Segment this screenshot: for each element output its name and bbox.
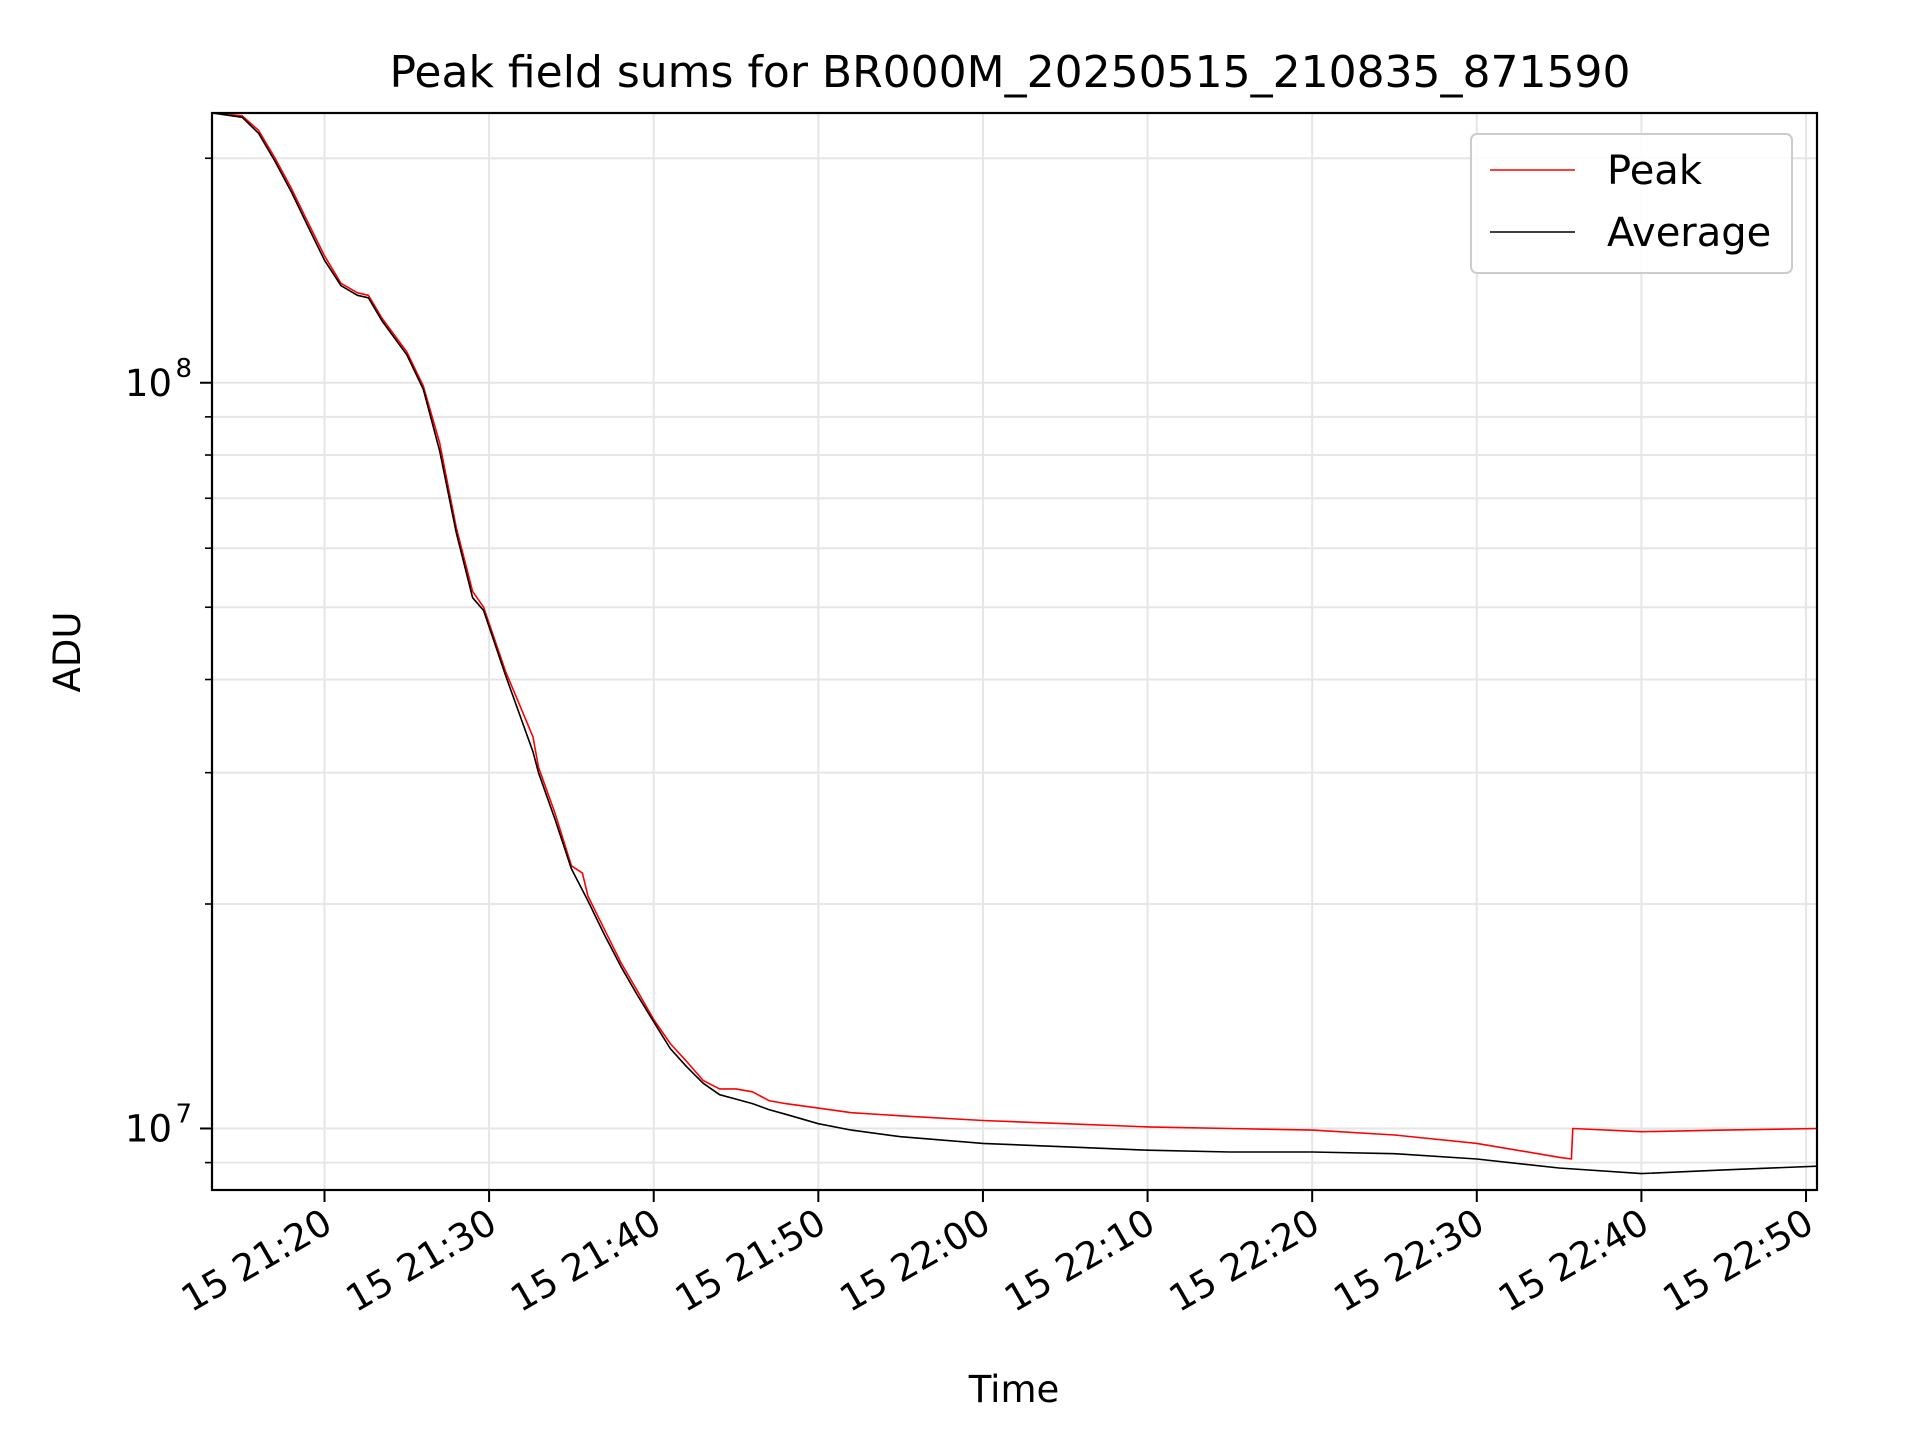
legend: Peak Average: [1470, 133, 1793, 274]
y-tick-label: 10: [125, 1107, 172, 1150]
y-axis-label: ADU: [46, 612, 89, 693]
legend-label-average: Average: [1607, 210, 1771, 256]
y-tick-label-exponent: 8: [175, 354, 192, 384]
x-axis-label: Time: [968, 1368, 1060, 1411]
y-tick-label: 10: [125, 362, 172, 405]
plot-area-frame: [210, 111, 1819, 1192]
series-line-peak: [211, 112, 1818, 1160]
series-lines: [211, 112, 1818, 1175]
chart-title: Peak field sums for BR000M_20250515_2108…: [389, 47, 1630, 98]
legend-box: [1470, 133, 1793, 274]
series-line-average: [211, 112, 1818, 1175]
y-tick-label-exponent: 7: [175, 1099, 192, 1129]
legend-label-peak: Peak: [1607, 148, 1703, 194]
